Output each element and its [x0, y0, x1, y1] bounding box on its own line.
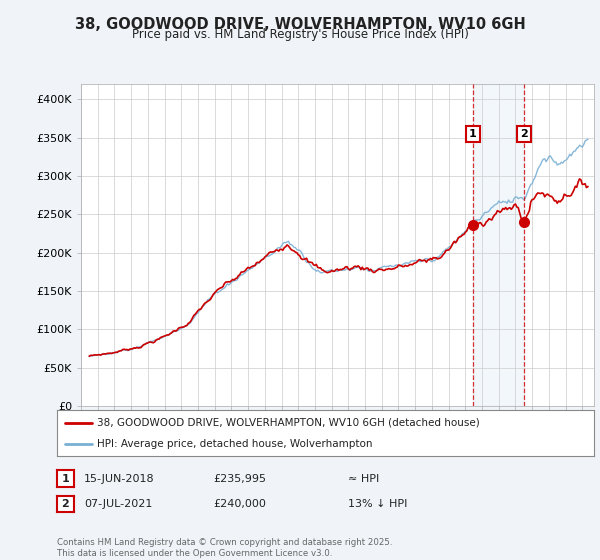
- Text: ≈ HPI: ≈ HPI: [348, 474, 379, 484]
- Text: Contains HM Land Registry data © Crown copyright and database right 2025.
This d: Contains HM Land Registry data © Crown c…: [57, 538, 392, 558]
- Text: 2: 2: [62, 499, 69, 509]
- Text: 2: 2: [520, 129, 528, 139]
- Text: 38, GOODWOOD DRIVE, WOLVERHAMPTON, WV10 6GH: 38, GOODWOOD DRIVE, WOLVERHAMPTON, WV10 …: [74, 17, 526, 32]
- Text: 15-JUN-2018: 15-JUN-2018: [84, 474, 155, 484]
- Text: 1: 1: [62, 474, 69, 484]
- Text: £235,995: £235,995: [213, 474, 266, 484]
- Bar: [473, 84, 524, 406]
- Text: HPI: Average price, detached house, Wolverhampton: HPI: Average price, detached house, Wolv…: [97, 439, 373, 449]
- Text: 38, GOODWOOD DRIVE, WOLVERHAMPTON, WV10 6GH (detached house): 38, GOODWOOD DRIVE, WOLVERHAMPTON, WV10 …: [97, 418, 480, 428]
- Text: Price paid vs. HM Land Registry's House Price Index (HPI): Price paid vs. HM Land Registry's House …: [131, 28, 469, 41]
- Text: 13% ↓ HPI: 13% ↓ HPI: [348, 499, 407, 509]
- Text: 1: 1: [469, 129, 477, 139]
- Text: 07-JUL-2021: 07-JUL-2021: [84, 499, 152, 509]
- Text: £240,000: £240,000: [213, 499, 266, 509]
